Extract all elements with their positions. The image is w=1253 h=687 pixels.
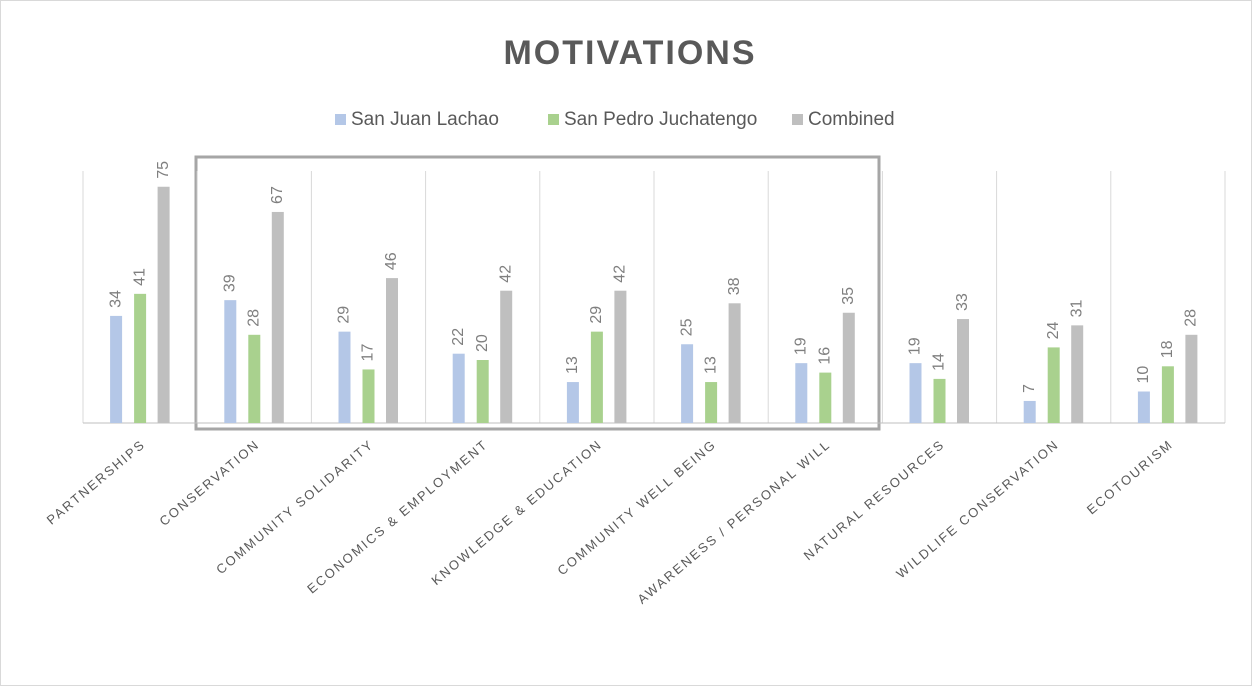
- bar: [224, 300, 237, 423]
- bar: [452, 353, 465, 423]
- bar: [614, 290, 627, 423]
- legend-label: Combined: [808, 109, 895, 130]
- bar: [248, 334, 261, 423]
- data-label: 18: [1159, 340, 1176, 358]
- bar: [705, 382, 718, 423]
- bar: [271, 211, 284, 423]
- bar: [728, 303, 741, 423]
- bar: [1185, 334, 1198, 423]
- data-label: 34: [107, 290, 124, 308]
- data-label: 22: [450, 328, 467, 346]
- data-label: 38: [726, 277, 743, 295]
- highlight-box: [194, 155, 881, 431]
- bar: [1161, 366, 1174, 423]
- data-label: 25: [678, 318, 695, 336]
- bar: [957, 319, 969, 423]
- bar: [909, 363, 922, 423]
- data-label: 42: [497, 265, 514, 283]
- bar: [842, 312, 855, 423]
- legend-swatch: [792, 114, 803, 125]
- data-label: 13: [702, 356, 719, 374]
- data-label: 67: [269, 186, 286, 204]
- bar: [933, 378, 946, 423]
- bar: [362, 369, 375, 423]
- data-label: 41: [131, 268, 148, 286]
- bar: [1047, 347, 1060, 423]
- data-label: 31: [1068, 299, 1085, 317]
- bar: [386, 278, 398, 423]
- legend-swatch: [548, 114, 559, 125]
- bar: [110, 315, 123, 423]
- data-label: 28: [246, 309, 263, 327]
- bar: [476, 360, 489, 423]
- data-label: 29: [588, 306, 605, 324]
- data-label: 19: [793, 337, 810, 355]
- bar: [338, 331, 351, 423]
- legend-swatch: [335, 114, 346, 125]
- bar: [819, 372, 832, 423]
- data-label: 35: [840, 287, 857, 305]
- data-label: 28: [1183, 309, 1200, 327]
- data-label: 19: [907, 337, 924, 355]
- bar: [1137, 391, 1150, 423]
- data-label: 39: [222, 274, 239, 292]
- data-label: 42: [612, 265, 629, 283]
- chart-title: MOTIVATIONS: [503, 34, 756, 72]
- data-label: 16: [817, 347, 834, 365]
- data-label: 24: [1045, 322, 1062, 340]
- bar: [500, 290, 513, 423]
- data-label: 17: [360, 344, 377, 362]
- bar: [134, 293, 147, 423]
- data-label: 10: [1135, 366, 1152, 384]
- legend-label: San Juan Lachao: [351, 109, 499, 130]
- bar: [590, 331, 603, 423]
- data-label: 29: [336, 306, 353, 324]
- bar: [1023, 400, 1036, 423]
- bar: [1071, 325, 1084, 423]
- data-label: 33: [954, 293, 971, 311]
- bar: [681, 344, 694, 423]
- data-label: 20: [474, 334, 491, 352]
- data-label: 7: [1021, 384, 1038, 393]
- data-label: 13: [564, 356, 581, 374]
- legend-label: San Pedro Juchatengo: [564, 109, 757, 130]
- bar: [157, 186, 170, 423]
- bar: [795, 363, 808, 423]
- data-label: 46: [383, 252, 400, 270]
- bar: [566, 382, 579, 423]
- data-label: 14: [931, 353, 948, 371]
- data-label: 75: [155, 161, 172, 179]
